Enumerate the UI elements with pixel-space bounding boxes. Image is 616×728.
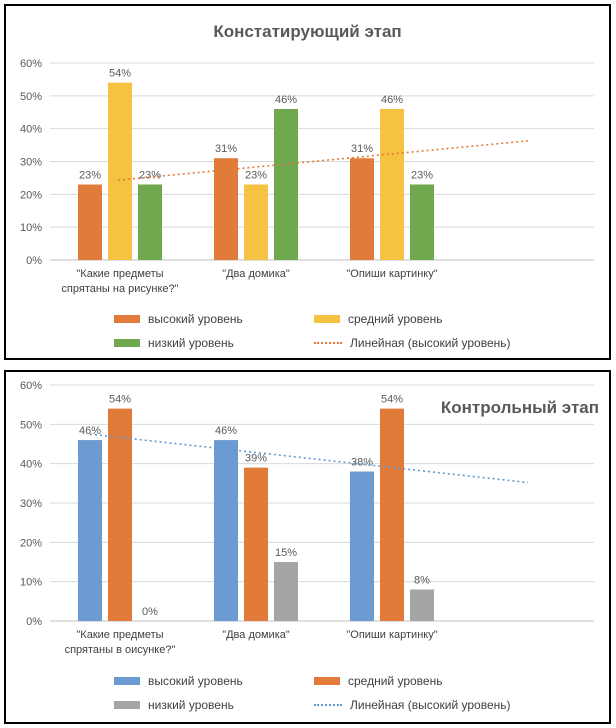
- legend-swatch: [314, 677, 340, 685]
- y-tick-label: 40%: [20, 124, 42, 136]
- data-label: 46%: [215, 425, 237, 437]
- data-label: 23%: [411, 169, 433, 181]
- y-tick-label: 20%: [20, 189, 42, 201]
- legend-item-trend: Линейная (высокий уровень): [314, 336, 511, 350]
- legend-label: низкий уровень: [148, 698, 234, 712]
- chart-panel-2: Контрольный этап 0% 10% 20% 30% 40% 50% 60% 46%…: [4, 370, 611, 724]
- legend-label: высокий уровень: [148, 312, 243, 326]
- legend-trend-swatch: [314, 704, 342, 706]
- bar: [108, 408, 132, 621]
- bar: [244, 184, 268, 260]
- data-label: 39%: [245, 453, 267, 465]
- data-label: 38%: [351, 457, 373, 469]
- chart-title: Контрольный этап: [440, 398, 599, 417]
- bar: [380, 408, 404, 621]
- data-label: 54%: [109, 394, 131, 406]
- data-label: 54%: [381, 394, 403, 406]
- chart-panel-1: Констатирующий этап 0% 10% 20% 30% 40% 50% 60%…: [4, 4, 611, 360]
- y-tick-label: 10%: [20, 577, 42, 589]
- y-tick-label: 20%: [20, 537, 42, 549]
- y-tick-label: 60%: [20, 58, 42, 70]
- data-label: 54%: [109, 68, 131, 80]
- bar: [78, 440, 102, 621]
- chart-plot: 0% 10% 20% 30% 40% 50% 60% 46% 46% 38% 54% 39% 54% 0%…: [20, 380, 594, 656]
- legend-item-trend: Линейная (высокий уровень): [314, 698, 511, 712]
- legend-swatch: [114, 315, 140, 323]
- bar: [410, 589, 434, 621]
- data-label: 15%: [275, 547, 297, 559]
- legend-swatch: [114, 677, 140, 685]
- data-label: 8%: [414, 575, 430, 587]
- x-category-label: "Два домика": [222, 268, 290, 280]
- bar: [214, 158, 238, 260]
- y-tick-label: 10%: [20, 222, 42, 234]
- bar: [78, 184, 102, 260]
- data-label: 31%: [215, 143, 237, 155]
- x-category-label: спрятаны на рисунке?": [61, 283, 178, 295]
- data-label: 0%: [142, 606, 158, 618]
- y-tick-label: 50%: [20, 91, 42, 103]
- legend-swatch: [314, 315, 340, 323]
- y-tick-label: 0%: [26, 616, 42, 628]
- x-category-label: "Какие предметы: [76, 268, 163, 280]
- y-tick-label: 40%: [20, 459, 42, 471]
- bar: [274, 562, 298, 621]
- legend-swatch: [114, 701, 140, 709]
- chart-title: Констатирующий этап: [213, 22, 402, 41]
- legend-label: высокий уровень: [148, 674, 243, 688]
- bar: [350, 471, 374, 621]
- y-tick-label: 0%: [26, 255, 42, 267]
- data-label: 23%: [245, 169, 267, 181]
- data-label: 46%: [79, 425, 101, 437]
- legend-label: средний уровень: [348, 312, 443, 326]
- x-category-label: "Какие предметы: [76, 629, 163, 641]
- legend-item-high: высокий уровень: [114, 674, 243, 688]
- bar: [108, 82, 132, 260]
- data-label: 46%: [275, 94, 297, 106]
- legend-trend-swatch: [314, 342, 342, 344]
- y-tick-label: 30%: [20, 498, 42, 510]
- legend-label: средний уровень: [348, 674, 443, 688]
- data-label: 23%: [79, 169, 101, 181]
- data-label: 46%: [381, 94, 403, 106]
- legend-label: Линейная (высокий уровень): [350, 698, 511, 712]
- bar: [350, 158, 374, 260]
- bar: [138, 184, 162, 260]
- trendline: [89, 433, 529, 484]
- y-tick-label: 30%: [20, 157, 42, 169]
- legend-label: низкий уровень: [148, 336, 234, 350]
- x-category-label: спрятаны в оисунке?": [65, 644, 176, 656]
- x-category-label: "Два домика": [222, 629, 290, 641]
- legend-item-high: высокий уровень: [114, 312, 243, 326]
- legend-item-mid: средний уровень: [314, 312, 442, 326]
- y-tick-label: 60%: [20, 380, 42, 392]
- y-tick-label: 50%: [20, 419, 42, 431]
- bar: [274, 108, 298, 260]
- legend-item-low: низкий уровень: [114, 698, 234, 712]
- bar: [214, 440, 238, 621]
- legend-item-mid: средний уровень: [314, 674, 442, 688]
- x-category-label: "Опиши картинку": [346, 629, 437, 641]
- legend-label: Линейная (высокий уровень): [350, 336, 511, 350]
- trendline: [117, 140, 529, 182]
- data-label: 23%: [139, 169, 161, 181]
- chart-plot: 0% 10% 20% 30% 40% 50% 60% 23% 31% 31% 54% 23% 46% 23…: [20, 58, 594, 295]
- bar: [244, 467, 268, 621]
- x-category-label: "Опиши картинку": [346, 268, 437, 280]
- legend-item-low: низкий уровень: [114, 336, 234, 350]
- bar: [410, 184, 434, 260]
- legend-swatch: [114, 339, 140, 347]
- bar: [380, 108, 404, 260]
- data-label: 31%: [351, 143, 373, 155]
